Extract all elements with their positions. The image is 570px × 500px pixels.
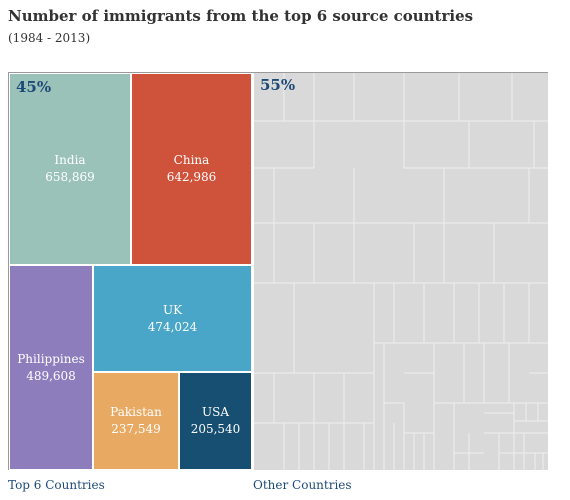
tile-label: Philippines 489,608 — [10, 351, 92, 385]
tile-value: 489,608 — [26, 368, 76, 383]
treemap-tile-other-countries[interactable] — [252, 73, 548, 470]
tile-country-name: Philippines — [17, 351, 85, 366]
tile-label: UK 474,024 — [94, 302, 251, 336]
tile-value: 474,024 — [147, 319, 198, 334]
tile-value: 658,869 — [45, 170, 95, 184]
treemap-tile-china[interactable]: China 642,986 — [131, 73, 252, 265]
tile-country-name: India — [54, 153, 86, 167]
tile-label: China 642,986 — [132, 152, 251, 186]
tile-value: 237,549 — [111, 422, 161, 436]
tile-country-name: China — [173, 153, 210, 167]
treemap-tile-philippines[interactable]: Philippines 489,608 — [9, 265, 93, 470]
treemap-tile-usa[interactable]: USA 205,540 — [179, 372, 252, 470]
tile-country-name: Pakistan — [110, 405, 162, 419]
tile-country-name: USA — [202, 405, 229, 419]
tile-value: 205,540 — [190, 422, 241, 436]
tile-value: 642,986 — [166, 170, 217, 184]
other-percent-label: 55% — [260, 76, 296, 94]
tile-label: USA 205,540 — [180, 404, 251, 438]
treemap-tile-uk[interactable]: UK 474,024 — [93, 265, 252, 372]
footer-label-other: Other Countries — [253, 478, 352, 492]
chart-subtitle: (1984 - 2013) — [8, 31, 91, 45]
treemap-tile-pakistan[interactable]: Pakistan 237,549 — [93, 372, 179, 470]
tile-label: Pakistan 237,549 — [94, 404, 178, 438]
chart-title: Number of immigrants from the top 6 sour… — [8, 7, 474, 25]
top6-percent-label: 45% — [16, 78, 52, 96]
tile-label: India 658,869 — [10, 152, 130, 186]
other-countries-grid — [254, 73, 548, 470]
footer-label-top6: Top 6 Countries — [8, 478, 105, 492]
treemap-tile-india[interactable]: India 658,869 — [9, 73, 131, 265]
treemap-chart: India 658,869 China 642,986 Philippines 489,6… — [8, 72, 548, 470]
tile-country-name: UK — [162, 302, 183, 317]
